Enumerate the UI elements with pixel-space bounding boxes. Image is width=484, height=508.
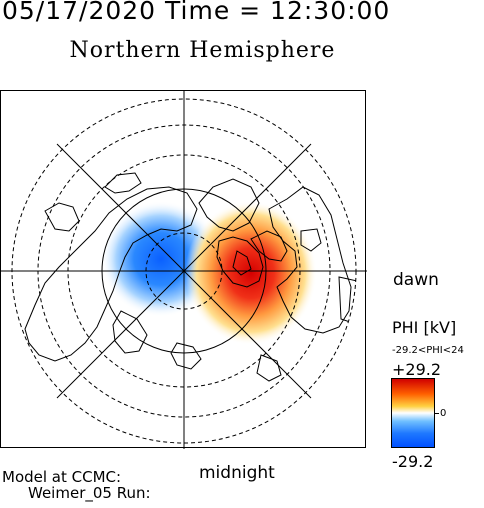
dawn-label: dawn xyxy=(393,270,439,290)
colorbar-range: -29.2<PHI<24 xyxy=(392,345,464,356)
header-datetime: 05/17/2020 Time = 12:30:00 xyxy=(2,0,391,25)
polar-map xyxy=(0,90,367,449)
coastlines xyxy=(24,172,356,382)
positive-potential-cell-shape xyxy=(185,201,317,345)
colorbar-max-label: +29.2 xyxy=(392,360,442,379)
colorbar xyxy=(391,378,435,448)
page-title: Northern Hemisphere xyxy=(69,38,336,63)
colorbar-title: PHI [kV] xyxy=(392,318,457,337)
model-label: Model at CCMC: xyxy=(2,468,122,486)
midnight-label: midnight xyxy=(199,463,275,483)
colorbar-min-label: -29.2 xyxy=(392,452,434,471)
colorbar-zero-tick xyxy=(434,413,439,414)
negative-potential-cell xyxy=(158,352,160,354)
polar-map-canvas xyxy=(1,91,367,449)
colorbar-zero-label: 0 xyxy=(440,408,447,419)
run-label: Weimer_05 Run: xyxy=(28,484,151,502)
meridian-lines xyxy=(1,91,367,449)
